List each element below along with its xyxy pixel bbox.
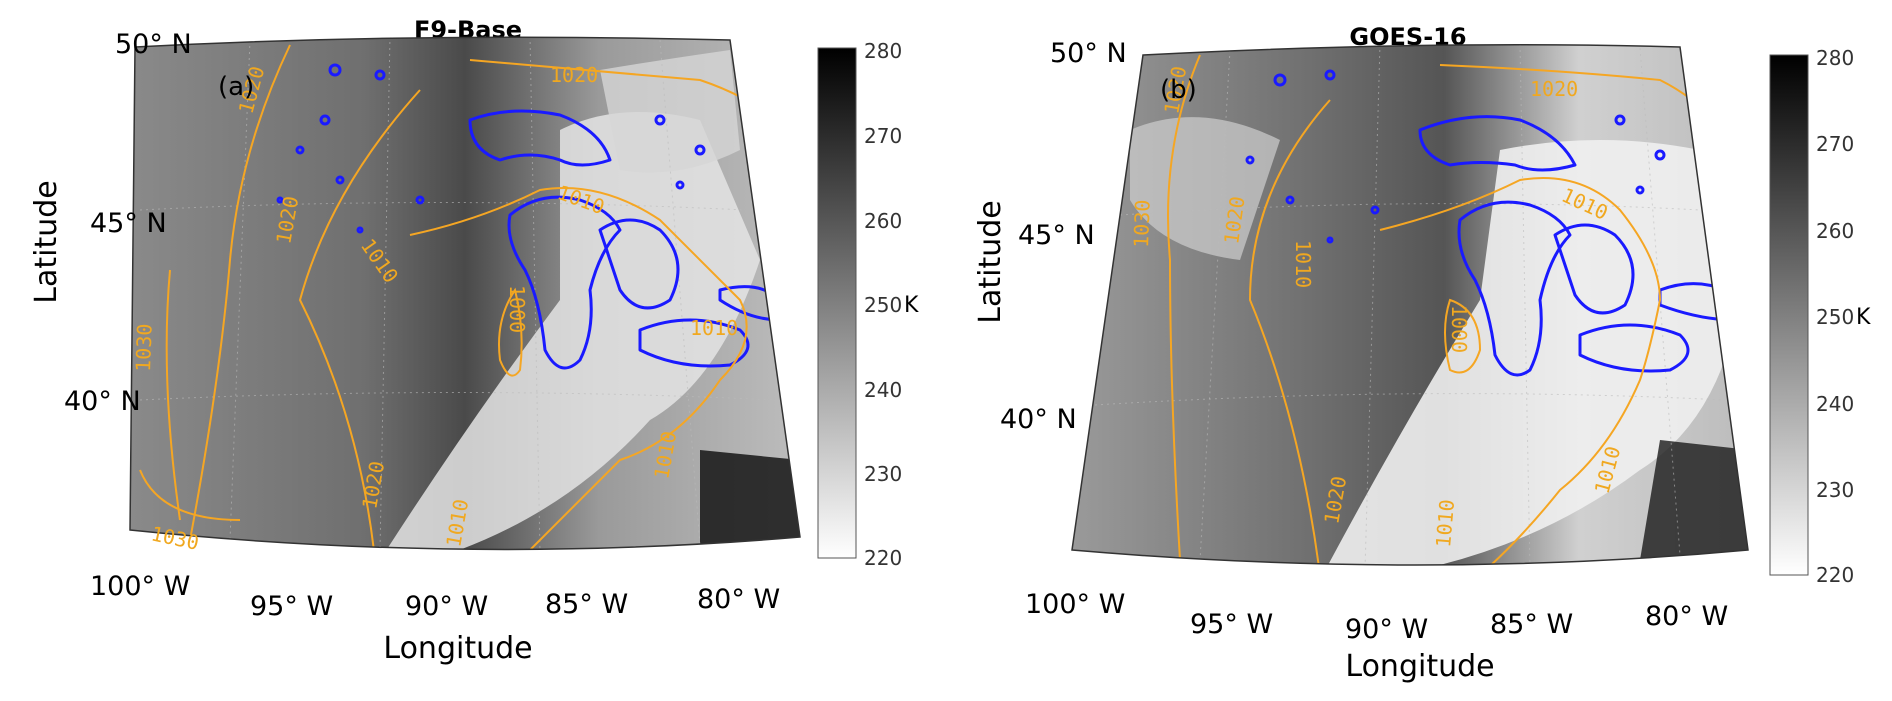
panel-b-contour-label: 1030: [1129, 199, 1155, 248]
panel-a-contour-label: 1030: [131, 323, 157, 372]
panel-b-map: 1020 1020 1010 1030 1020 1010 1000 1010 …: [1071, 44, 1749, 566]
panel-b-colorbar-gradient: [1769, 54, 1809, 576]
panel-a-lon-label: 100° W: [90, 571, 190, 602]
panel-b-cloud-band: [1320, 140, 1740, 566]
panel-a-cloud-north: [600, 50, 740, 173]
panel-a-lat-label: 45° N: [90, 208, 167, 239]
panel-a-colorbar-tick: 230: [864, 462, 902, 486]
panel-b-lat-label: 50° N: [1050, 38, 1127, 69]
panel-b-letter: (b): [1160, 75, 1197, 105]
panel-b-colorbar-unit: K: [1856, 305, 1871, 330]
panel-a-ylabel: Latitude: [29, 180, 64, 303]
panel-b-colorbar-tick: 250: [1816, 305, 1854, 329]
panel-a-coastlines: [276, 63, 782, 370]
panel-b-dark-region: [1640, 440, 1748, 560]
panel-a: F9-Base: [29, 16, 919, 666]
panel-a-colorbar-tick: 270: [864, 124, 902, 148]
panel-b-graticule: [1094, 44, 1726, 566]
panel-b-contour-label: 1010: [1431, 498, 1459, 548]
panel-a-colorbar-gradient: [817, 47, 857, 559]
panel-b-colorbar-tick: 280: [1816, 46, 1854, 70]
panel-a-border: [129, 36, 801, 551]
panel-b-lat-label: 45° N: [1018, 220, 1095, 251]
panel-b: GOES-16: [973, 23, 1871, 684]
panel-b-contour-label: 1010: [1291, 240, 1315, 288]
panel-b-border: [1071, 44, 1749, 566]
panel-b-lon-label: 95° W: [1190, 609, 1273, 640]
panel-b-colorbar-tick: 270: [1816, 132, 1854, 156]
panel-a-colorbar: 280 270 260 250 240 230 220 K: [817, 39, 919, 570]
panel-b-ylabel: Latitude: [973, 200, 1008, 323]
panel-b-colorbar: 280 270 260 250 240 230 220 K: [1769, 46, 1871, 587]
panel-a-contour-label: 1020: [550, 63, 598, 87]
panel-a-contour-label: 1000: [505, 285, 529, 333]
panel-a-lon-label: 95° W: [250, 591, 333, 622]
panel-a-lon-label: 80° W: [697, 584, 780, 615]
panel-a-contour-label: 1010: [690, 316, 738, 340]
panel-a-colorbar-unit: K: [904, 293, 919, 318]
panel-a-isobars: [139, 44, 800, 550]
panel-b-lon-label: 80° W: [1645, 601, 1728, 632]
panel-a-colorbar-tick: 240: [864, 378, 902, 402]
panel-a-colorbar-tick: 280: [864, 39, 902, 63]
panel-b-colorbar-tick: 260: [1816, 219, 1854, 243]
panel-a-map: 1020 1020 1010 1030 1030 1020 1010 1000 …: [129, 36, 801, 555]
panel-b-lon-label: 85° W: [1490, 609, 1573, 640]
panel-a-colorbar-tick: 260: [864, 209, 902, 233]
panel-a-colorbar-tick: 220: [864, 546, 902, 570]
panel-a-lat-label: 40° N: [64, 386, 141, 417]
panel-b-xlabel: Longitude: [1345, 649, 1494, 684]
panel-b-lon-label: 90° W: [1345, 614, 1428, 645]
panel-b-coastlines: [1245, 69, 1737, 377]
panel-a-lat-label: 50° N: [115, 29, 192, 60]
panel-b-colorbar-tick: 240: [1816, 392, 1854, 416]
panel-a-colorbar-tick: 250: [864, 293, 902, 317]
panel-a-dark-region: [700, 450, 800, 545]
panel-a-lon-label: 90° W: [405, 591, 488, 622]
panel-a-lon-label: 85° W: [545, 589, 628, 620]
panel-b-colorbar-tick: 230: [1816, 478, 1854, 502]
panel-b-contour-label: 1000: [1447, 305, 1471, 353]
panel-b-lon-label: 100° W: [1025, 589, 1125, 620]
panel-b-lat-label: 40° N: [1000, 404, 1077, 435]
panel-b-colorbar-tick: 220: [1816, 563, 1854, 587]
panel-a-letter: (a): [218, 72, 254, 102]
panel-b-isobars: [1167, 54, 1721, 566]
panel-a-xlabel: Longitude: [383, 631, 532, 666]
panel-b-contour-label: 1020: [1530, 77, 1578, 101]
